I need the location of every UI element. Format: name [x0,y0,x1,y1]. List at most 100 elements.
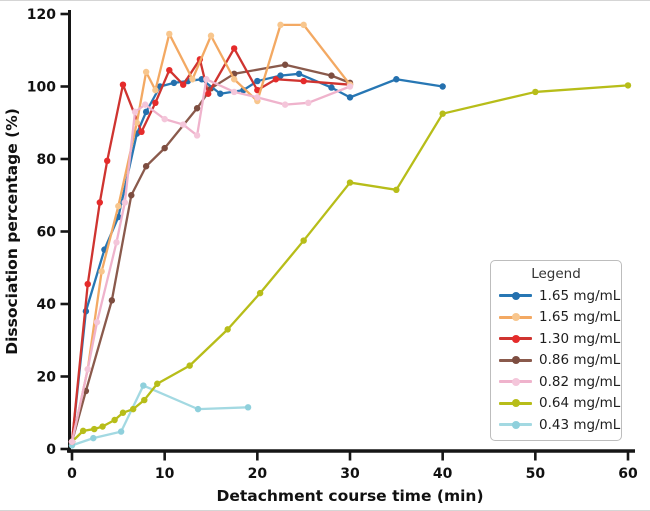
series-point-0 [277,72,284,79]
series-line-0 [70,72,444,443]
series-point-4 [131,108,139,116]
series-point-5 [624,82,632,89]
legend-line-marker-icon [499,291,532,300]
x-tick-label: 40 [433,466,453,482]
series-point-2 [119,81,127,88]
legend-dot-icon [512,420,520,429]
series-point-4 [230,88,238,96]
legend-label: 1.65 mg/mL [539,287,621,304]
series-point-6 [194,405,202,413]
series-point-4 [68,438,76,445]
series-point-1 [189,76,196,83]
legend-title: Legend [531,266,581,282]
x-tick-label: 60 [618,466,638,482]
series-point-5 [300,237,307,244]
y-tick-label: 100 [27,80,56,96]
y-tick-label: 80 [37,152,57,168]
series-point-1 [133,119,141,126]
series-point-5 [119,409,127,416]
series-point-4 [84,366,91,373]
series-point-3 [193,105,201,112]
x-tick-label: 20 [248,466,268,482]
series-point-4 [254,94,261,101]
series-point-5 [346,179,354,186]
series-point-5 [186,362,193,369]
series-point-4 [346,83,354,90]
series-point-5 [393,186,400,194]
legend-label: 1.65 mg/mL [539,309,621,326]
legend-line-marker-icon [499,334,532,343]
series-point-0 [295,70,303,78]
series-point-5 [154,380,161,387]
series-point-1 [207,32,215,39]
legend-label: 0.43 mg/mL [539,416,621,433]
series-point-2 [104,157,111,165]
legend-dot-icon [512,313,520,322]
series-point-2 [230,45,238,52]
series-point-3 [281,61,289,68]
series-point-0 [328,84,335,91]
y-axis-title: Dissociation percentage (%) [3,108,21,355]
series-point-1 [98,268,105,275]
y-tick-label: 20 [37,370,57,386]
legend-label: 1.30 mg/mL [539,330,621,347]
series-point-4 [113,239,120,246]
x-tick-label: 50 [526,466,546,482]
series-point-4 [305,99,312,107]
series-point-5 [99,423,106,430]
series-point-5 [256,289,264,297]
series-point-2 [180,81,187,88]
series-point-2 [205,90,212,97]
x-tick-label: 30 [340,466,360,482]
legend-item-1: 1.65 mg/mL [491,307,621,329]
series-point-5 [439,110,446,117]
series-point-1 [277,21,284,29]
x-tick-label: 10 [155,466,175,482]
legend-label: 0.64 mg/mL [539,395,621,412]
series-point-5 [141,396,148,404]
series-point-0 [346,94,354,101]
series-point-1 [152,86,159,94]
series-point-5 [91,425,98,433]
y-tick-label: 60 [37,225,57,241]
legend-line-marker-icon [499,356,532,365]
series-point-4 [193,132,201,139]
series-line-2 [70,47,352,443]
x-tick-label: 0 [67,466,77,482]
legend: Legend 1.65 mg/mL 1.65 mg/mL 1.30 mg/mL 0.8… [490,260,622,441]
legend-line-marker-icon [499,313,532,322]
series-point-3 [128,192,135,199]
legend-line-marker-icon [499,420,532,429]
series-point-6 [244,404,252,411]
series-point-1 [142,68,150,76]
series-point-5 [224,326,231,333]
x-axis-title: Detachment course time (min) [216,487,483,505]
legend-item-2: 1.30 mg/mL [491,328,621,350]
series-point-0 [170,79,178,87]
series-point-5 [532,88,539,96]
legend-dot-icon [512,399,520,408]
series-point-0 [439,83,446,90]
legend-label: 0.86 mg/mL [539,352,621,369]
series-point-6 [117,428,125,435]
series-point-0 [254,77,261,85]
series-point-5 [129,405,137,413]
series-point-2 [166,66,173,74]
series-point-4 [281,101,289,108]
series-line-3 [70,63,352,443]
legend-item-5: 0.64 mg/mL [491,393,621,415]
series-point-2 [300,77,307,85]
legend-dot-icon [512,291,520,300]
series-point-6 [140,382,147,389]
series-point-0 [217,90,224,97]
series-point-5 [111,416,118,424]
legend-item-0: 1.65 mg/mL [491,285,621,307]
legend-line-marker-icon [499,377,532,386]
series-line-4 [70,78,352,443]
y-tick-label: 120 [27,7,56,23]
legend-entries: 1.65 mg/mL 1.65 mg/mL 1.30 mg/mL 0.86 mg/mL… [491,285,621,436]
y-tick-label: 0 [46,442,56,458]
series-point-4 [93,318,101,326]
legend-item-3: 0.86 mg/mL [491,350,621,372]
